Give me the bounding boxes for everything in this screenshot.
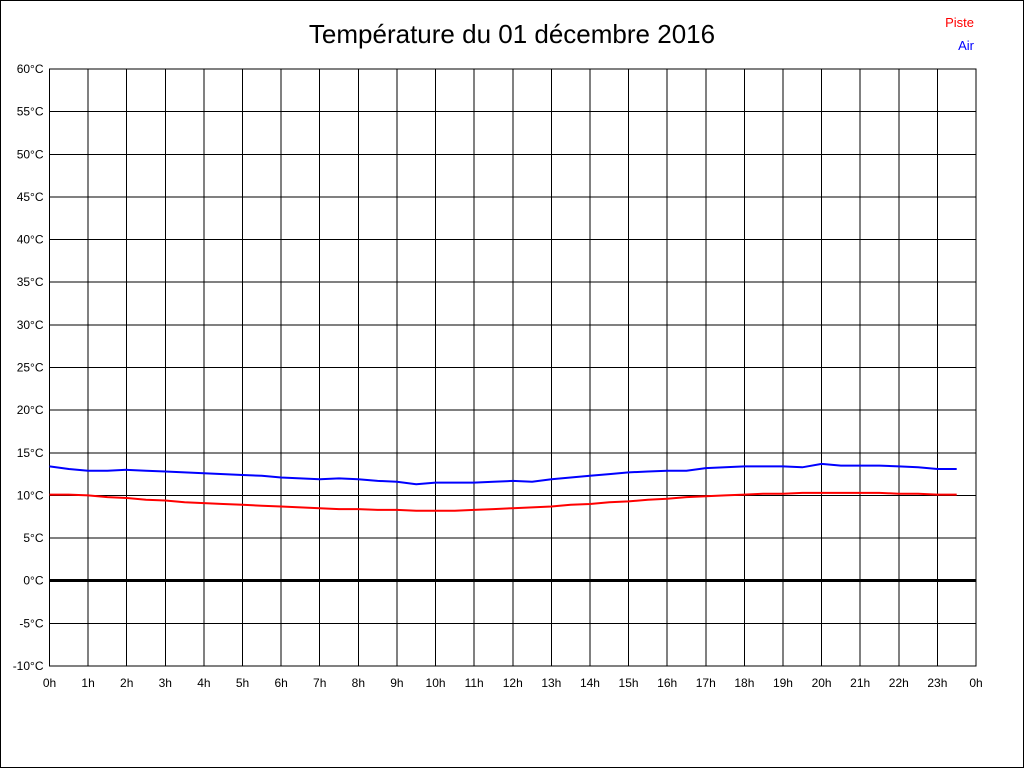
x-axis-tick-label: 15h	[619, 676, 639, 690]
y-axis-tick-label: 15°C	[17, 446, 44, 460]
x-axis-tick-label: 11h	[465, 676, 484, 690]
y-axis-tick-label: -10°C	[13, 659, 44, 673]
y-axis-tick-label: 35°C	[17, 275, 44, 289]
y-axis-tick-label: 50°C	[17, 147, 44, 161]
x-axis-tick-label: 16h	[657, 676, 677, 690]
legend-item-piste: Piste	[945, 15, 974, 30]
y-axis-tick-label: 60°C	[17, 62, 44, 76]
x-axis-tick-label: 18h	[734, 676, 754, 690]
y-axis-tick-label: 30°C	[17, 318, 44, 332]
plot-border	[49, 68, 977, 667]
x-axis-tick-label: 7h	[313, 676, 326, 690]
x-axis-tick-label: 17h	[696, 676, 716, 690]
y-axis-tick-label: 0°C	[23, 574, 43, 588]
x-axis-tick-label: 14h	[580, 676, 600, 690]
x-axis-tick-label: 1h	[81, 676, 94, 690]
x-axis-tick-label: 0h	[969, 676, 982, 690]
chart-title: Température du 01 décembre 2016	[308, 19, 716, 49]
x-axis-tick-label: 6h	[274, 676, 287, 690]
y-axis-tick-label: 10°C	[17, 488, 44, 502]
x-axis-tick-label: 22h	[889, 676, 909, 690]
x-axis-tick-label: 3h	[159, 676, 172, 690]
x-axis-tick-label: 12h	[503, 676, 523, 690]
y-axis-tick-label: -5°C	[19, 616, 43, 630]
y-axis-tick-label: 40°C	[17, 233, 44, 247]
y-axis-tick-label: 45°C	[17, 190, 44, 204]
x-axis-tick-label: 10h	[426, 676, 446, 690]
y-axis-tick-label: 5°C	[23, 531, 43, 545]
y-axis-tick-label: 55°C	[17, 105, 44, 119]
x-axis-tick-label: 8h	[352, 676, 365, 690]
y-axis-tick-label: 20°C	[17, 403, 44, 417]
x-axis-tick-label: 2h	[120, 676, 133, 690]
x-axis-tick-label: 4h	[197, 676, 210, 690]
legend-item-air: Air	[958, 38, 974, 53]
x-axis-tick-label: 13h	[541, 676, 561, 690]
y-axis-tick-label: 25°C	[17, 361, 44, 375]
x-axis-tick-label: 20h	[812, 676, 832, 690]
x-axis-tick-label: 5h	[236, 676, 249, 690]
x-axis-tick-label: 9h	[390, 676, 403, 690]
x-axis-tick-label: 19h	[773, 676, 793, 690]
x-axis-tick-label: 21h	[850, 676, 870, 690]
x-axis-tick-label: 23h	[927, 676, 947, 690]
series-line-piste	[49, 491, 957, 512]
x-axis-tick-label: 0h	[43, 676, 56, 690]
series-line-air	[49, 462, 957, 486]
legend: Piste Air	[945, 11, 974, 57]
